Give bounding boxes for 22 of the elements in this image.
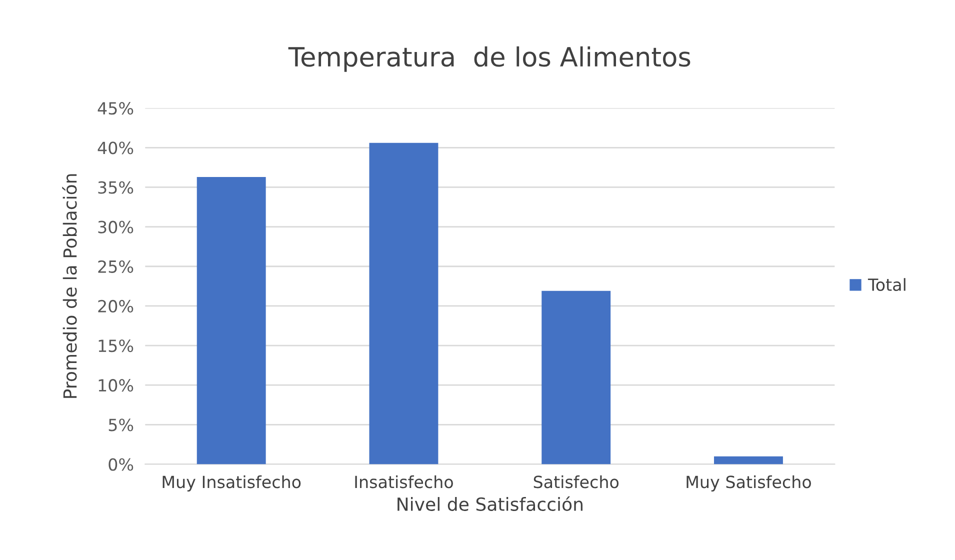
y-tick-label: 35% (98, 181, 134, 194)
y-tick-label: 5% (108, 418, 134, 432)
bar (714, 456, 783, 464)
x-tick-label: Muy Insatisfecho (162, 475, 301, 492)
legend-label: Total (868, 278, 906, 291)
bar (196, 176, 266, 464)
x-tick-label: Muy Satisfecho (686, 475, 811, 492)
chart-title: Temperatura de los Alimentos (288, 46, 690, 72)
x-tick-label: Satisfecho (534, 475, 619, 488)
y-tick-label: 30% (98, 220, 134, 234)
y-axis-title: Promedio de la Población (62, 174, 77, 398)
bar (542, 290, 611, 464)
bar (369, 142, 438, 464)
y-tick-label: 20% (98, 300, 134, 313)
y-tick-label: 40% (98, 142, 134, 154)
y-tick-label: 10% (98, 379, 134, 392)
y-tick-label: 0% (108, 458, 134, 471)
y-tick-label: 15% (98, 339, 134, 352)
y-tick-label: 25% (98, 260, 134, 273)
y-tick-label: 45% (98, 102, 134, 115)
x-axis-title: Nivel de Satisfacción (398, 496, 582, 512)
x-tick-label: Insatisfecho (355, 475, 453, 488)
